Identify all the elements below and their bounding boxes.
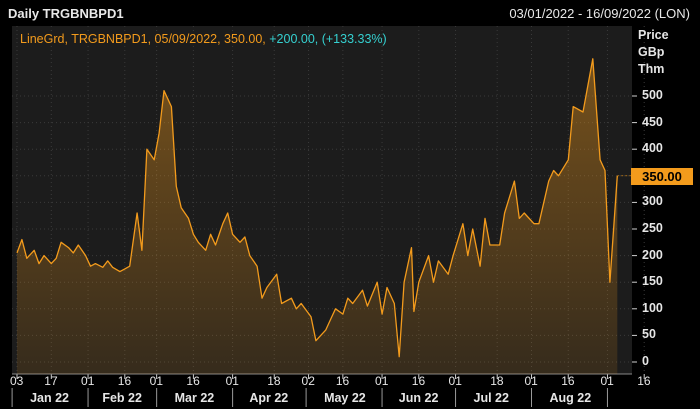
- x-tick-label: 16: [411, 374, 426, 388]
- legend-label: LineGrd, TRGBNBPD1, 05/09/2022, 350.00,: [20, 32, 270, 46]
- y-tick-label: 100: [642, 300, 663, 315]
- y-tick-label: 300: [642, 194, 663, 209]
- x-tick-label: 18: [267, 374, 281, 388]
- chart-header: Daily TRGBNBPD1 03/01/2022 - 16/09/2022 …: [0, 0, 700, 26]
- y-tick-label: 150: [642, 274, 663, 289]
- y-tick-label: 50: [642, 327, 656, 342]
- x-tick-label: 01: [524, 374, 538, 388]
- series-area: [17, 58, 618, 375]
- x-tick-label: 03: [10, 374, 24, 388]
- x-tick-label: 01: [375, 374, 389, 388]
- y-tick-label: 400: [642, 141, 663, 156]
- month-label: Jan 22: [30, 391, 69, 405]
- y-tick-label: 500: [642, 88, 663, 102]
- legend-change: +200.00, (+133.33%): [269, 32, 387, 46]
- y-unit-line-1: Price: [638, 28, 669, 42]
- date-range: 03/01/2022 - 16/09/2022 (LON): [509, 6, 690, 21]
- month-label: Jun 22: [398, 391, 439, 405]
- x-tick-label: 16: [186, 374, 200, 388]
- x-tick-label: 01: [448, 374, 462, 388]
- x-tick-label: 16: [637, 374, 651, 388]
- x-tick-label: 18: [490, 374, 504, 388]
- x-tick-label: 17: [44, 374, 58, 388]
- month-label: May 22: [324, 391, 366, 405]
- month-label: Mar 22: [174, 391, 215, 405]
- y-tick-label: 450: [642, 114, 663, 129]
- y-unit-line-3: Thm: [638, 62, 665, 76]
- x-tick-label: 01: [149, 374, 163, 388]
- y-tick-label: 250: [642, 221, 663, 235]
- x-tick-label: 01: [81, 374, 95, 388]
- x-tick-label: 16: [335, 374, 350, 388]
- x-tick-label: 02: [301, 374, 315, 388]
- month-label: Aug 22: [549, 391, 592, 405]
- y-unit-line-2: GBp: [638, 45, 665, 59]
- last-value-label: 350.00: [631, 168, 693, 185]
- chart-legend: LineGrd, TRGBNBPD1, 05/09/2022, 350.00, …: [20, 32, 387, 46]
- x-tick-label: 01: [225, 374, 239, 388]
- month-label: Feb 22: [102, 391, 142, 405]
- x-tick-label: 01: [600, 374, 614, 388]
- x-tick-label: 16: [561, 374, 575, 388]
- month-label: Apr 22: [249, 391, 289, 405]
- y-tick-label: 0: [642, 354, 649, 368]
- month-label: Jul 22: [473, 391, 509, 405]
- y-tick-label: 200: [642, 247, 663, 262]
- y-axis-panel: [632, 26, 700, 374]
- x-tick-label: 16: [117, 374, 132, 388]
- series-line: [16, 58, 618, 358]
- chart-title: Daily TRGBNBPD1: [8, 6, 124, 21]
